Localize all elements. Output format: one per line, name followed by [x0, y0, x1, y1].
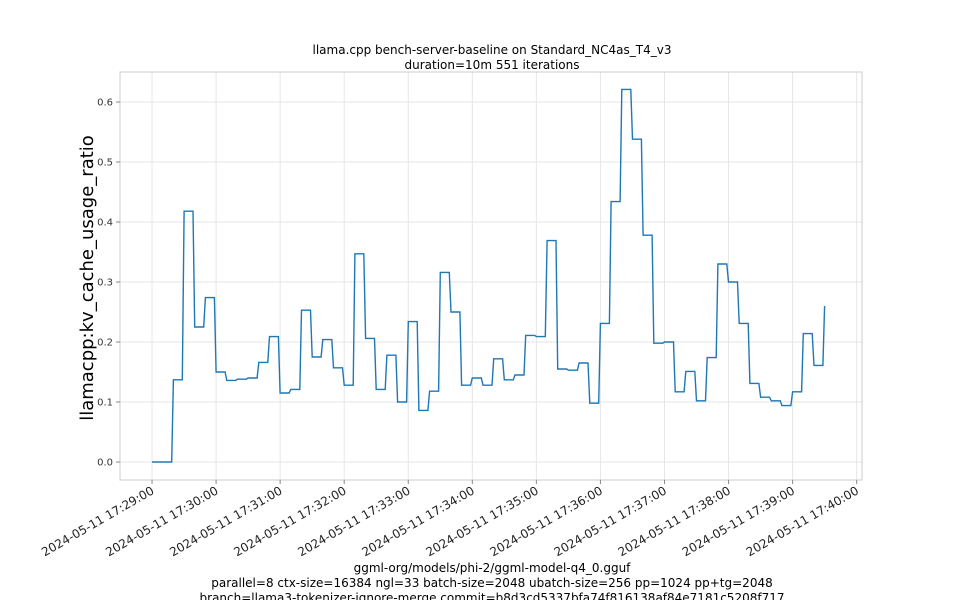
x-label-line-2: parallel=8 ctx-size=16384 ngl=33 batch-s…: [211, 576, 772, 590]
x-tick-label: 2024-05-11 17:34:00: [359, 483, 476, 559]
y-tick-label: 0.5: [97, 158, 113, 169]
x-label-line-3: branch=llama3-tokenizer-ignore-merge com…: [200, 591, 785, 600]
x-label-line-1: ggml-org/models/phi-2/ggml-model-q4_0.gg…: [354, 561, 632, 575]
data-points: [152, 89, 825, 462]
chart-title: llama.cpp bench-server-baseline on Stand…: [313, 43, 672, 57]
x-tick-label: 2024-05-11 17:36:00: [488, 483, 605, 559]
x-tick-label: 2024-05-11 17:30:00: [103, 483, 220, 559]
y-tick-label: 0.1: [97, 398, 113, 409]
plot-area-frame: [119, 71, 863, 481]
x-tick-label: 2024-05-11 17:37:00: [552, 483, 669, 559]
x-tick-label: 2024-05-11 17:38:00: [616, 483, 733, 559]
x-tick-label: 2024-05-11 17:35:00: [423, 483, 540, 559]
y-tick-label: 0.3: [97, 278, 113, 289]
x-tick-label: 2024-05-11 17:39:00: [680, 483, 797, 559]
grid: [120, 72, 862, 480]
y-tick-label: 0.6: [97, 98, 113, 109]
x-tick-label: 2024-05-11 17:40:00: [744, 483, 861, 559]
x-tick-label: 2024-05-11 17:29:00: [39, 483, 156, 559]
y-tick-label: 0.0: [97, 458, 113, 469]
series-line: [152, 88, 826, 463]
y-tick-label: 0.2: [97, 338, 113, 349]
y-axis-label: llamacpp:kv_cache_usage_ratio: [77, 135, 98, 421]
y-axis: 0.0 0.1 0.2 0.3 0.4 0.5 0.6: [97, 98, 120, 469]
x-tick-label: 2024-05-11 17:31:00: [167, 483, 284, 559]
chart-subtitle: duration=10m 551 iterations: [405, 58, 580, 72]
y-tick-label: 0.4: [97, 218, 113, 229]
x-tick-label: 2024-05-11 17:32:00: [231, 483, 348, 559]
x-tick-label: 2024-05-11 17:33:00: [295, 483, 412, 559]
